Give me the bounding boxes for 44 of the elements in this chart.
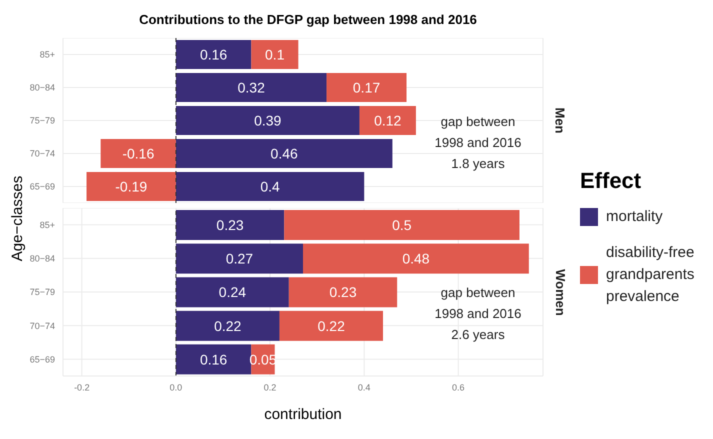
x-tick-label: 0.6 <box>452 382 465 392</box>
annotation: gap between 1998 and 2016 1.8 years <box>434 112 522 173</box>
data-label: 0.12 <box>374 112 402 128</box>
data-label: 0.23 <box>216 216 244 233</box>
legend-label: disability-free grandparents prevalence <box>606 243 696 307</box>
x-tick-label: 0.4 <box>358 382 370 392</box>
y-axis-title: Age−classes <box>10 175 26 261</box>
data-label: 0.23 <box>329 284 357 300</box>
y-tick-label: 80−84 <box>30 254 55 264</box>
data-label: 0.5 <box>392 216 412 233</box>
data-label: 0.22 <box>214 318 242 334</box>
data-label: 0.39 <box>254 112 282 128</box>
y-tick-label: 75−79 <box>30 116 55 126</box>
data-label: 0.1 <box>265 46 285 62</box>
annotation: gap between 1998 and 2016 2.6 years <box>434 284 522 344</box>
data-label: 0.16 <box>200 351 228 368</box>
data-label: -0.19 <box>115 178 148 194</box>
x-tick-label: -0.2 <box>74 382 90 392</box>
data-label: 0.24 <box>218 284 246 300</box>
x-tick-label: 0.2 <box>264 382 276 392</box>
data-label: 0.32 <box>238 79 266 96</box>
data-label: -0.16 <box>122 145 154 162</box>
data-label: 0.22 <box>318 318 346 334</box>
data-label: 0.27 <box>226 250 254 267</box>
data-label: 0.16 <box>200 46 228 62</box>
y-tick-label: 80−84 <box>30 82 55 93</box>
y-tick-label: 70−74 <box>30 148 55 159</box>
y2-axis-title: Women <box>552 268 568 316</box>
data-label: 0.46 <box>270 145 298 162</box>
y-tick-label: 70−74 <box>30 320 55 331</box>
y-tick-label: 85+ <box>40 50 55 60</box>
y-tick-label: 75−79 <box>30 287 55 298</box>
data-label: 0.48 <box>402 250 430 267</box>
x-axis-title: contribution <box>263 406 343 423</box>
y2-axis-title: Men <box>552 108 568 134</box>
data-label: 0.17 <box>352 79 380 96</box>
legend-title: Effect <box>580 168 642 194</box>
legend-label: mortality <box>606 207 663 227</box>
x-tick-label: 0.0 <box>170 382 182 392</box>
y-tick-label: 85+ <box>40 220 55 230</box>
y-tick-label: 65−69 <box>30 182 55 192</box>
chart-title: Contributions to the DFGP gap between 1998 and 2016 <box>138 12 478 27</box>
data-label: 0.4 <box>260 178 280 194</box>
y-tick-label: 65−69 <box>30 354 55 364</box>
